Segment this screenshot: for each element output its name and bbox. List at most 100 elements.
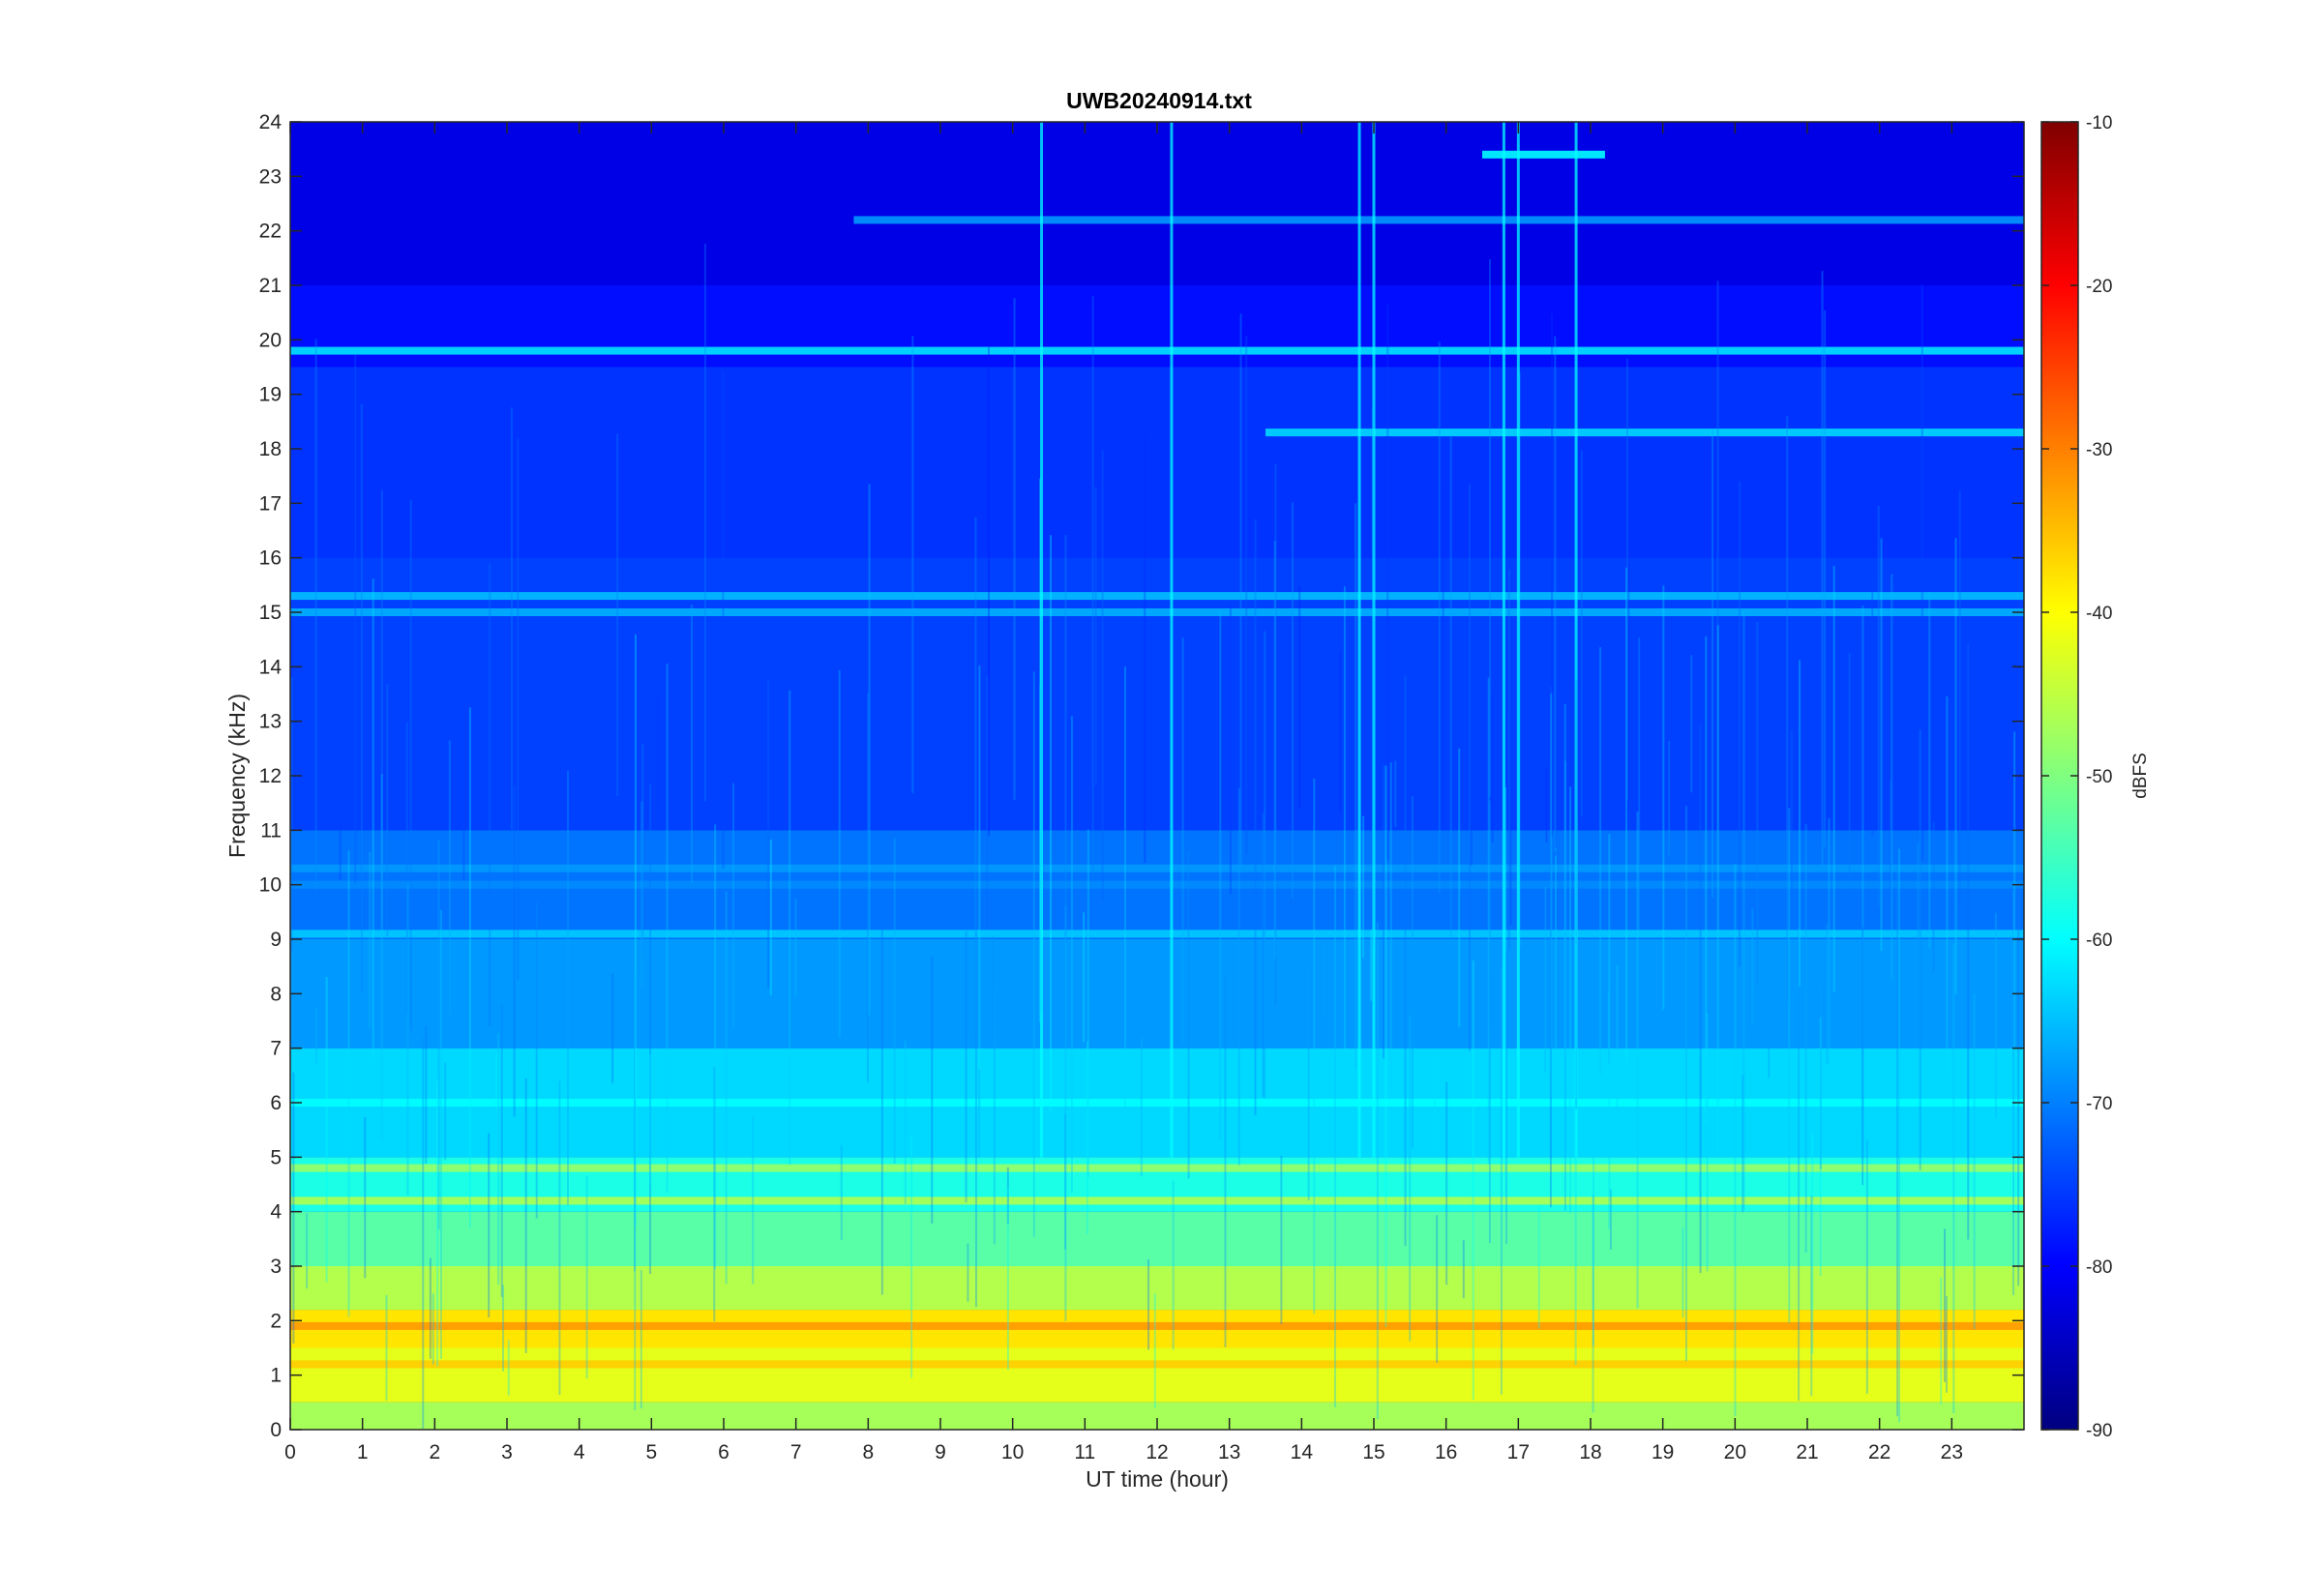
texture-stripe xyxy=(649,783,652,1275)
texture-stripe xyxy=(1608,834,1611,1229)
x-tick-label: 10 xyxy=(1001,1441,1024,1463)
texture-stripe xyxy=(1871,577,1874,836)
tone-line-13 xyxy=(1482,150,1605,159)
texture-stripe xyxy=(1239,313,1242,868)
texture-stripe xyxy=(439,909,442,1359)
texture-stripe xyxy=(1954,538,1957,994)
texture-stripe xyxy=(566,770,569,1205)
texture-stripe xyxy=(1323,944,1325,1019)
texture-stripe xyxy=(1877,505,1880,907)
texture-stripe xyxy=(1706,1013,1709,1272)
texture-stripe xyxy=(1790,729,1793,899)
texture-stripe xyxy=(1224,974,1227,1347)
y-tick-label: 8 xyxy=(270,983,282,1005)
texture-stripe xyxy=(1433,1053,1436,1149)
texture-stripe xyxy=(1245,336,1248,855)
spectrogram-bands xyxy=(290,122,2024,1430)
texture-stripe xyxy=(1386,304,1389,860)
texture-stripe xyxy=(752,1115,755,1285)
colorbar-tick-label: -90 xyxy=(2086,1421,2112,1441)
texture-stripe xyxy=(1751,908,1754,1025)
texture-stripe xyxy=(1458,748,1461,1027)
texture-stripe xyxy=(1050,535,1053,1111)
texture-stripe xyxy=(444,1062,447,1161)
texture-stripe xyxy=(1032,671,1035,1237)
texture-stripe xyxy=(2017,886,2020,1286)
spectrogram-event-lines xyxy=(1040,122,1578,1158)
spectrogram-texture xyxy=(290,243,2020,1429)
texture-stripe xyxy=(1712,429,1714,899)
texture-stripe xyxy=(1865,1139,1868,1394)
texture-stripe xyxy=(1967,642,1970,1240)
texture-stripe xyxy=(1592,1195,1594,1413)
colorbar-label: dBFS xyxy=(2130,753,2151,799)
band-1 xyxy=(290,1347,2024,1403)
texture-stripe xyxy=(1940,1277,1943,1404)
texture-stripe xyxy=(1742,612,1745,1210)
x-tick-label: 16 xyxy=(1435,1441,1457,1463)
texture-stripe xyxy=(978,1069,981,1158)
y-tick-label: 14 xyxy=(259,656,283,678)
y-tick-label: 5 xyxy=(270,1146,282,1168)
texture-stripe xyxy=(1039,685,1042,1015)
tone-line-4 xyxy=(290,864,2024,872)
texture-stripe xyxy=(1254,518,1257,1116)
chart-title: UWB20240914.txt xyxy=(1066,88,1252,113)
texture-stripe xyxy=(339,764,342,880)
colorbar: -90 -80 -70 -60 -50 -40 -30 -20 -10 dBFS xyxy=(2040,113,2151,1441)
texture-stripe xyxy=(1470,712,1473,866)
texture-stripe xyxy=(1944,1228,1947,1382)
texture-stripe xyxy=(1140,1037,1143,1177)
texture-stripe xyxy=(510,407,513,830)
texture-stripe xyxy=(406,882,409,1196)
y-tick-label: 2 xyxy=(270,1310,282,1332)
colorbar-ticks: -90 -80 -70 -60 -50 -40 -30 -20 -10 xyxy=(2041,113,2112,1441)
texture-stripe xyxy=(1682,1227,1684,1318)
texture-stripe xyxy=(292,1072,295,1344)
tone-line-1 xyxy=(1265,429,2024,437)
texture-stripe xyxy=(1952,943,1955,1413)
texture-stripe xyxy=(1554,769,1557,856)
band-9 xyxy=(290,557,2024,831)
texture-stripe xyxy=(893,838,896,1164)
texture-stripe xyxy=(1087,829,1089,1178)
colorbar-tick-label: -80 xyxy=(2086,1257,2112,1278)
texture-stripe xyxy=(2013,731,2016,1154)
texture-stripe xyxy=(436,1079,439,1367)
texture-stripe xyxy=(405,722,408,1015)
texture-stripe xyxy=(1684,805,1687,1362)
texture-stripe xyxy=(1690,655,1693,793)
texture-stripe xyxy=(1505,952,1508,1245)
texture-stripe xyxy=(1699,724,1702,1274)
texture-stripe xyxy=(1153,1293,1156,1408)
colorbar-tick-label: -50 xyxy=(2086,767,2112,787)
texture-stripe xyxy=(1919,729,1921,1170)
texture-stripe xyxy=(1828,817,1831,1065)
texture-stripe xyxy=(1313,778,1316,1315)
texture-stripe xyxy=(1636,811,1639,1309)
colorbar-tick-label: -10 xyxy=(2086,113,2112,133)
texture-stripe xyxy=(502,1285,505,1372)
x-tick-label: 4 xyxy=(574,1441,585,1463)
y-tick-label: 24 xyxy=(259,111,283,133)
texture-stripe xyxy=(448,740,451,1016)
texture-stripe xyxy=(1376,922,1379,1420)
texture-stripe xyxy=(1563,760,1566,1211)
texture-stripe xyxy=(347,850,350,1317)
texture-stripe xyxy=(1599,647,1602,1076)
texture-stripe xyxy=(425,1025,428,1165)
texture-stripe xyxy=(965,931,968,1203)
x-tick-label: 23 xyxy=(1941,1441,1963,1463)
texture-stripe xyxy=(1917,842,1920,978)
texture-stripe xyxy=(1545,767,1548,842)
texture-stripe xyxy=(1786,416,1789,1003)
texture-stripe xyxy=(880,892,883,1295)
texture-stripe xyxy=(1550,693,1553,1097)
texture-stripe xyxy=(1638,637,1641,931)
texture-stripe xyxy=(360,403,363,993)
texture-stripe xyxy=(1172,1180,1175,1350)
texture-stripe xyxy=(1826,923,1829,1065)
texture-stripe xyxy=(1734,864,1737,1417)
texture-stripe xyxy=(409,499,412,1031)
texture-stripe xyxy=(974,931,977,1308)
